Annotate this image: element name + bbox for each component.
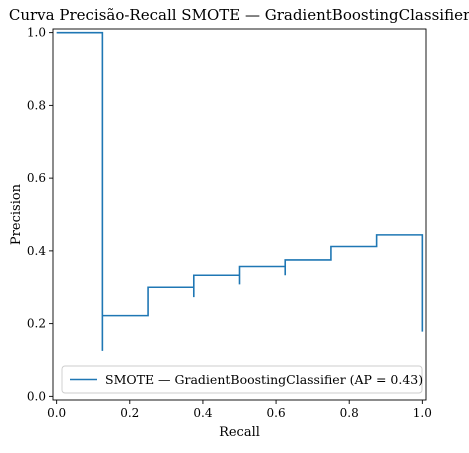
- y-tick-label: 0.6: [27, 171, 46, 185]
- y-tick-label: 0.0: [27, 389, 46, 403]
- x-tick-label: 0.0: [47, 406, 66, 420]
- y-tick-label: 0.2: [27, 317, 46, 331]
- x-tick-label: 0.4: [193, 406, 212, 420]
- chart-title: Curva Precisão-Recall SMOTE — GradientBo…: [9, 6, 469, 24]
- x-tick-label: 0.6: [267, 406, 286, 420]
- legend: SMOTE — GradientBoostingClassifier (AP =…: [61, 365, 423, 394]
- y-axis-label: Precision: [9, 183, 24, 245]
- y-tick-label: 0.8: [27, 98, 46, 112]
- x-tick-label: 1.0: [413, 406, 432, 420]
- x-axis-label: Recall: [219, 425, 260, 440]
- y-tick-label: 1.0: [27, 26, 46, 40]
- plot-area: 0.0 0.2 0.4 0.6 0.8 1.0 0.0 0.2 0.4 0.6 0.8 1.0: [27, 26, 432, 420]
- x-tick-label: 0.8: [340, 406, 359, 420]
- series-line-0: [56, 31, 424, 351]
- legend-box: [61, 365, 423, 394]
- legend-label: SMOTE — GradientBoostingClassifier (AP =…: [105, 372, 423, 387]
- x-tick-label: 0.2: [120, 406, 139, 420]
- plot-frame: [52, 28, 427, 401]
- y-tick-label: 0.4: [27, 244, 46, 258]
